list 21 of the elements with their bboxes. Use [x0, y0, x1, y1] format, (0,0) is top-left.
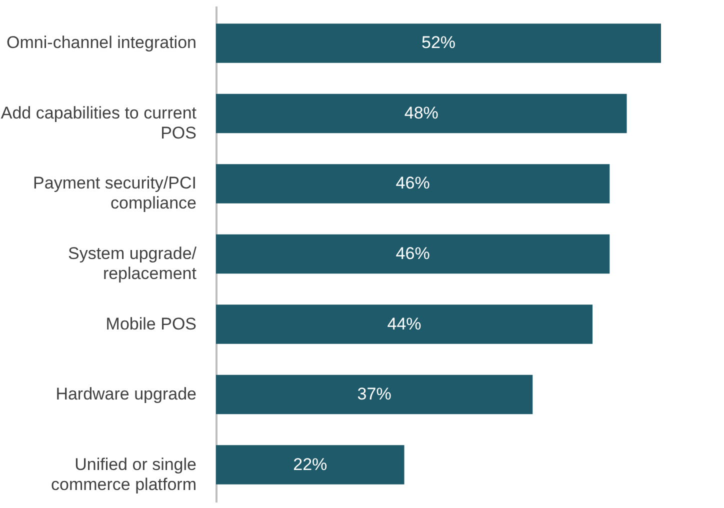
- data-label: 48%: [404, 103, 438, 122]
- y-tick-label: Payment security/PCI compliance: [33, 174, 196, 213]
- bar: [216, 374, 533, 414]
- y-tick-label: Unified or single commerce platform: [51, 454, 196, 494]
- data-label: 22%: [293, 454, 328, 474]
- data-label: 37%: [357, 384, 392, 404]
- data-label: 44%: [387, 314, 422, 334]
- y-tick-label: Mobile POS: [106, 314, 196, 334]
- bar: [216, 304, 593, 344]
- data-label: 46%: [396, 174, 430, 193]
- y-tick-label: Hardware upgrade: [56, 384, 196, 404]
- bar: [216, 445, 404, 484]
- data-label: 52%: [421, 33, 456, 52]
- bar: [216, 164, 610, 204]
- y-tick-label: System upgrade/ replacement: [68, 244, 197, 283]
- y-tick-label: Omni-channel integration: [6, 33, 196, 52]
- data-label: 46%: [396, 244, 430, 263]
- bar: [216, 234, 610, 274]
- bar: [216, 94, 627, 134]
- y-tick-label: Add capabilities to current POS: [0, 103, 197, 142]
- bar: [216, 24, 661, 63]
